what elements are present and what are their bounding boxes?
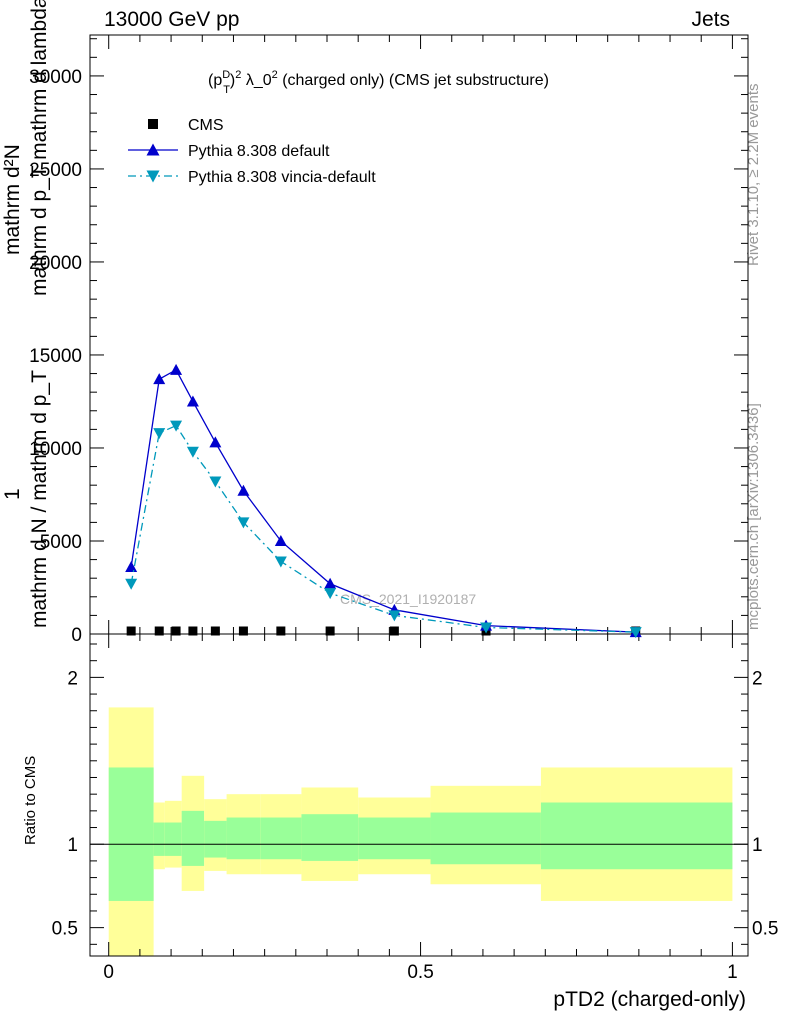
ratio-band-inner [181, 810, 205, 866]
header-category-label: Jets [691, 8, 730, 31]
x-tick-label: 0 [103, 962, 114, 983]
legend-marker-2 [146, 170, 160, 183]
main-frame [89, 34, 749, 635]
data-point-series-1 [186, 395, 199, 407]
data-point-series-2 [480, 622, 493, 634]
y-tick-label: 0 [71, 625, 82, 646]
ratio-band-inner [301, 814, 359, 861]
data-point-series-1 [170, 363, 183, 375]
x-axis-title: pTD2 (charged-only) [553, 988, 746, 1011]
data-point-series-0 [238, 626, 248, 636]
ratio-y-tick-label: 1 [67, 835, 78, 856]
analysis-watermark: CMS_2021_I1920187 [340, 591, 476, 607]
data-point-series-2 [237, 517, 250, 529]
data-point-series-0 [154, 626, 164, 636]
data-point-series-0 [126, 626, 136, 636]
data-point-series-2 [209, 476, 222, 488]
ratio-band-inner [540, 802, 733, 870]
y-tick-label: 10000 [29, 439, 82, 460]
legend-label-1: Pythia 8.308 default [188, 143, 330, 160]
data-point-series-0 [389, 626, 399, 636]
ratio-band-inner [358, 817, 431, 860]
legend: CMS Pythia 8.308 default Pythia 8.308 vinc… [128, 117, 376, 186]
main-panel: CMS_2021_I1920187 0 5000 10000 15000 20000 25… [29, 34, 749, 956]
ratio-y-tick-label-right: 2 [752, 668, 763, 689]
data-point-series-0 [171, 626, 181, 636]
data-point-series-2 [324, 588, 337, 600]
ratio-y-tick-label: 0.5 [52, 919, 78, 940]
data-point-series-2 [125, 578, 138, 590]
data-point-series-0 [325, 626, 335, 636]
y-tick-label: 5000 [40, 532, 82, 553]
data-point-series-1 [209, 436, 222, 448]
y-tick-label: 30000 [29, 67, 82, 88]
y-tick-label: 15000 [29, 346, 82, 367]
ratio-band-inner [164, 822, 182, 856]
ratio-band-inner [226, 817, 261, 860]
ratio-panel: 0 0.5 1 0.5 0.5 1 1 2 2 [52, 633, 778, 983]
data-point-series-1 [274, 534, 287, 546]
data-point-series-2 [629, 627, 642, 639]
legend-label-0: CMS [188, 117, 224, 134]
ratio-band-inner [108, 767, 154, 901]
data-point-series-0 [210, 626, 220, 636]
ratio-y-tick-label-right: 1 [752, 835, 763, 856]
ratio-band-inner [204, 820, 227, 858]
data-point-series-1 [324, 577, 337, 589]
data-point-series-1 [237, 484, 250, 496]
data-point-series-2 [170, 420, 183, 432]
data-point-series-1 [125, 561, 138, 573]
legend-label-2: Pythia 8.308 vincia-default [188, 169, 376, 186]
legend-marker-1 [146, 143, 160, 156]
data-point-series-0 [188, 626, 198, 636]
header-collision-label: 13000 GeV pp [104, 8, 240, 31]
data-point-series-2 [153, 428, 166, 440]
data-point-series-2 [186, 446, 199, 458]
x-tick-label: 1 [727, 962, 738, 983]
plot-title: (pD T)2 λ_02 (charged only) (CMS jet subs… [208, 69, 549, 96]
data-point-series-2 [274, 556, 287, 568]
data-point-series-1 [153, 373, 166, 385]
y-tick-label: 20000 [29, 253, 82, 274]
ratio-band-inner [430, 812, 541, 865]
ratio-y-tick-label-right: 0.5 [752, 919, 778, 940]
data-point-series-0 [276, 626, 286, 636]
data-point-series-2 [388, 610, 401, 622]
ratio-band-inner [260, 817, 302, 860]
ratio-band-inner [153, 822, 165, 856]
y-tick-label: 25000 [29, 160, 82, 181]
ratio-y-tick-label: 2 [67, 668, 78, 689]
legend-marker-0 [148, 119, 158, 129]
x-tick-label: 0.5 [407, 962, 433, 983]
